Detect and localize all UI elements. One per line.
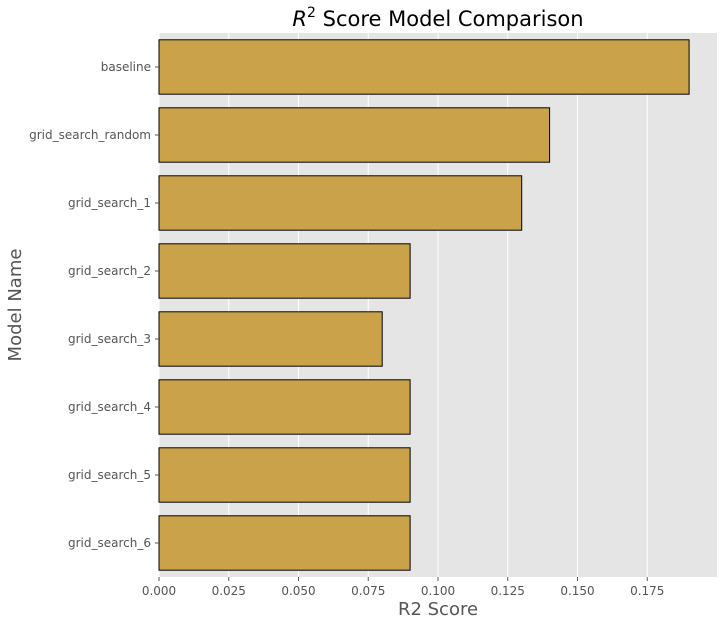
y-tick-label: grid_search_random <box>29 128 151 142</box>
bar-grid-search-6 <box>158 515 411 571</box>
bar-grid-search-5 <box>158 447 411 503</box>
x-tick-label: 0.050 <box>281 584 315 598</box>
y-tick-label: grid_search_5 <box>68 468 151 482</box>
y-tick-label: grid_search_4 <box>68 400 151 414</box>
bar-grid-search-random <box>158 107 551 163</box>
y-tick-label: grid_search_3 <box>68 332 151 346</box>
x-tick-label: 0.075 <box>351 584 385 598</box>
title-r: R <box>292 7 307 31</box>
x-tick-label: 0.150 <box>560 584 594 598</box>
bar-grid-search-4 <box>158 379 411 435</box>
x-tick-label: 0.025 <box>212 584 246 598</box>
chart-title: R2 Score Model Comparison <box>292 5 583 31</box>
y-tick-labels: baseline grid_search_random grid_search_1g… <box>29 60 159 550</box>
x-tick-label: 0.100 <box>421 584 455 598</box>
y-tick-label: baseline <box>101 60 151 74</box>
bar-grid-search-3 <box>158 311 383 367</box>
x-axis-label: R2 Score <box>398 599 478 620</box>
x-tick-labels: 0.000 0.025 0.050 0.075 0.100 0.125 0.150 0.175 <box>142 577 664 598</box>
x-tick-label: 0.000 <box>142 584 176 598</box>
bar-baseline <box>158 39 690 95</box>
y-tick-label: grid_search_1 <box>68 196 151 210</box>
y-axis-label: Model Name <box>5 249 26 362</box>
bar-grid-search-1 <box>158 175 523 231</box>
y-tick-label: grid_search_2 <box>68 264 151 278</box>
title-rest: Score Model Comparison <box>316 7 584 31</box>
x-tick-label: 0.125 <box>491 584 525 598</box>
y-tick-label: grid_search_6 <box>68 536 151 550</box>
title-superscript: 2 <box>307 5 316 21</box>
bar-grid-search-2 <box>158 243 411 299</box>
x-tick-label: 0.175 <box>630 584 664 598</box>
